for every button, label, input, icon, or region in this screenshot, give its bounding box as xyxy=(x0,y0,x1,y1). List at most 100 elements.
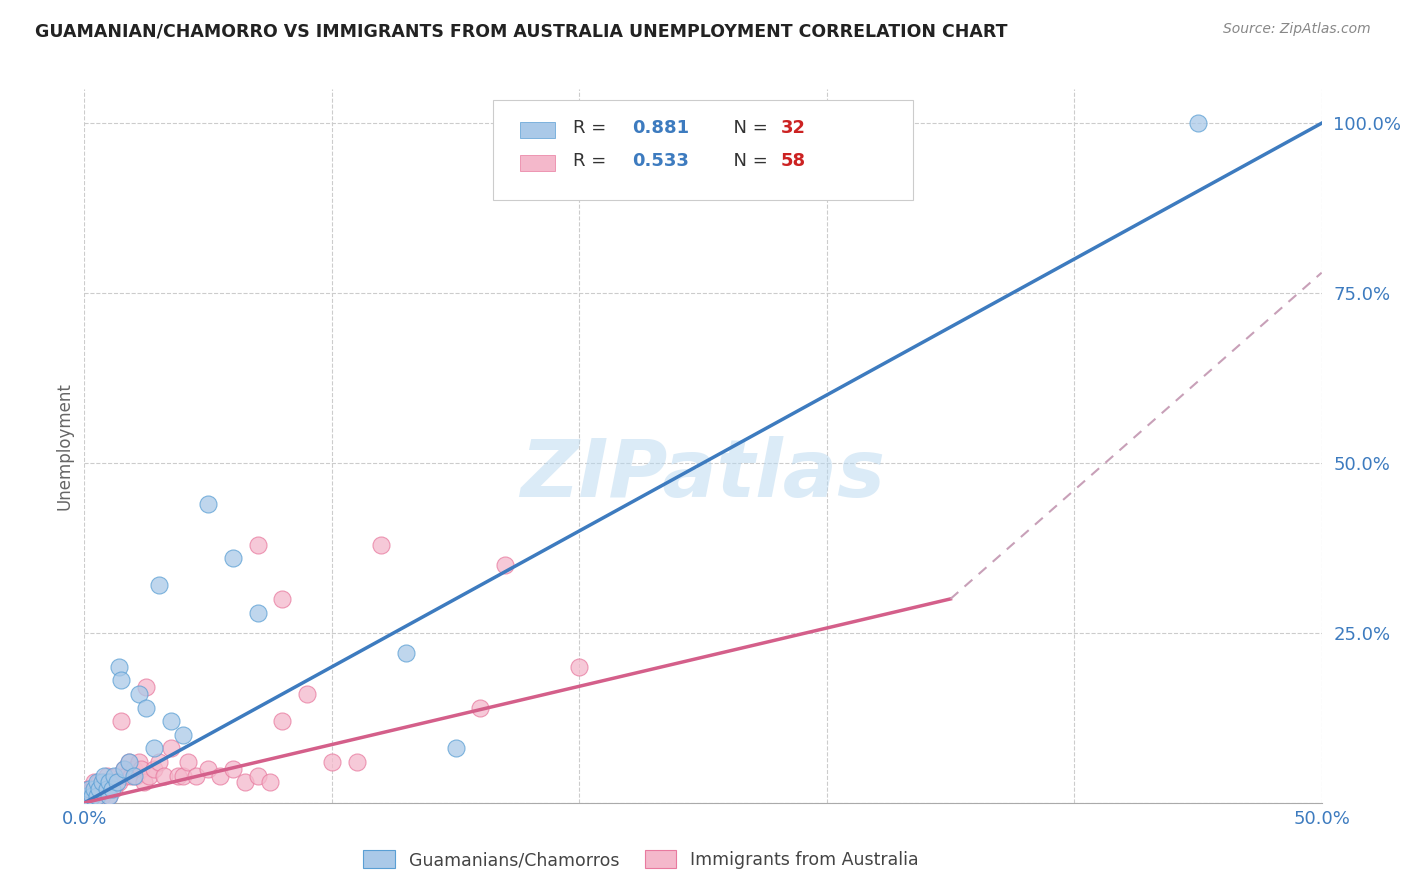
Point xyxy=(93,782,115,797)
Text: 32: 32 xyxy=(780,120,806,137)
Point xyxy=(86,782,108,797)
Point xyxy=(98,782,121,797)
Point xyxy=(295,687,318,701)
Point xyxy=(568,660,591,674)
Text: N =: N = xyxy=(721,152,773,169)
Point xyxy=(444,741,467,756)
Point xyxy=(89,782,111,797)
Point xyxy=(100,775,122,789)
Text: R =: R = xyxy=(574,120,612,137)
Point xyxy=(90,775,112,789)
Point xyxy=(76,782,98,797)
Point xyxy=(83,782,105,797)
Text: 58: 58 xyxy=(780,152,806,169)
Point xyxy=(370,537,392,551)
Point xyxy=(98,775,121,789)
Point xyxy=(222,762,245,776)
Text: 0.533: 0.533 xyxy=(633,152,689,169)
Point xyxy=(148,755,170,769)
Point xyxy=(132,775,155,789)
Point xyxy=(80,789,103,803)
Point xyxy=(93,769,115,783)
Point xyxy=(138,769,160,783)
Point xyxy=(98,789,121,803)
Text: N =: N = xyxy=(721,120,773,137)
Point xyxy=(160,714,183,729)
Point xyxy=(135,700,157,714)
Point xyxy=(321,755,343,769)
Point xyxy=(122,762,145,776)
Point xyxy=(148,578,170,592)
Point xyxy=(90,782,112,797)
Point xyxy=(105,775,128,789)
Point xyxy=(96,769,118,783)
Point xyxy=(177,755,200,769)
Point xyxy=(125,769,148,783)
Point xyxy=(100,782,122,797)
Point xyxy=(259,775,281,789)
Point xyxy=(1187,116,1209,130)
Point xyxy=(346,755,368,769)
Point xyxy=(115,769,138,783)
FancyBboxPatch shape xyxy=(520,154,554,170)
Point xyxy=(79,782,101,797)
Point xyxy=(86,789,108,803)
Point xyxy=(89,775,111,789)
Point xyxy=(172,728,194,742)
Point xyxy=(122,769,145,783)
Point xyxy=(209,769,232,783)
Point xyxy=(167,769,190,783)
Point xyxy=(86,775,108,789)
Point xyxy=(86,789,108,803)
Point xyxy=(128,687,150,701)
Point xyxy=(112,762,135,776)
Point xyxy=(246,606,269,620)
Point xyxy=(96,782,118,797)
Point xyxy=(98,789,121,803)
Legend: Guamanians/Chamorros, Immigrants from Australia: Guamanians/Chamorros, Immigrants from Au… xyxy=(357,844,925,876)
Point xyxy=(89,782,111,797)
Point xyxy=(83,782,105,797)
Point xyxy=(128,755,150,769)
Point xyxy=(129,762,152,776)
FancyBboxPatch shape xyxy=(492,100,914,200)
Point xyxy=(120,769,142,783)
Point xyxy=(93,775,115,789)
Point xyxy=(103,782,125,797)
Point xyxy=(142,741,165,756)
Point xyxy=(79,789,101,803)
Text: Source: ZipAtlas.com: Source: ZipAtlas.com xyxy=(1223,22,1371,37)
Point xyxy=(222,551,245,566)
Point xyxy=(160,741,183,756)
Point xyxy=(80,789,103,803)
Point xyxy=(233,775,256,789)
Point xyxy=(80,782,103,797)
Point xyxy=(172,769,194,783)
Point xyxy=(197,762,219,776)
Point xyxy=(246,769,269,783)
Point xyxy=(110,714,132,729)
Point xyxy=(395,646,418,660)
Point xyxy=(135,680,157,694)
Point xyxy=(494,558,516,572)
Point xyxy=(470,700,492,714)
Y-axis label: Unemployment: Unemployment xyxy=(55,382,73,510)
Point xyxy=(184,769,207,783)
Text: GUAMANIAN/CHAMORRO VS IMMIGRANTS FROM AUSTRALIA UNEMPLOYMENT CORRELATION CHART: GUAMANIAN/CHAMORRO VS IMMIGRANTS FROM AU… xyxy=(35,22,1008,40)
Point xyxy=(76,789,98,803)
Point xyxy=(118,755,141,769)
Point xyxy=(271,591,294,606)
Point xyxy=(83,775,105,789)
Point xyxy=(103,769,125,783)
FancyBboxPatch shape xyxy=(520,122,554,138)
Point xyxy=(197,497,219,511)
Point xyxy=(108,660,131,674)
Text: ZIPatlas: ZIPatlas xyxy=(520,435,886,514)
Point xyxy=(105,769,128,783)
Text: 0.881: 0.881 xyxy=(633,120,689,137)
Point xyxy=(142,762,165,776)
Point xyxy=(110,673,132,688)
Point xyxy=(108,775,131,789)
Point xyxy=(112,762,135,776)
Point xyxy=(246,537,269,551)
